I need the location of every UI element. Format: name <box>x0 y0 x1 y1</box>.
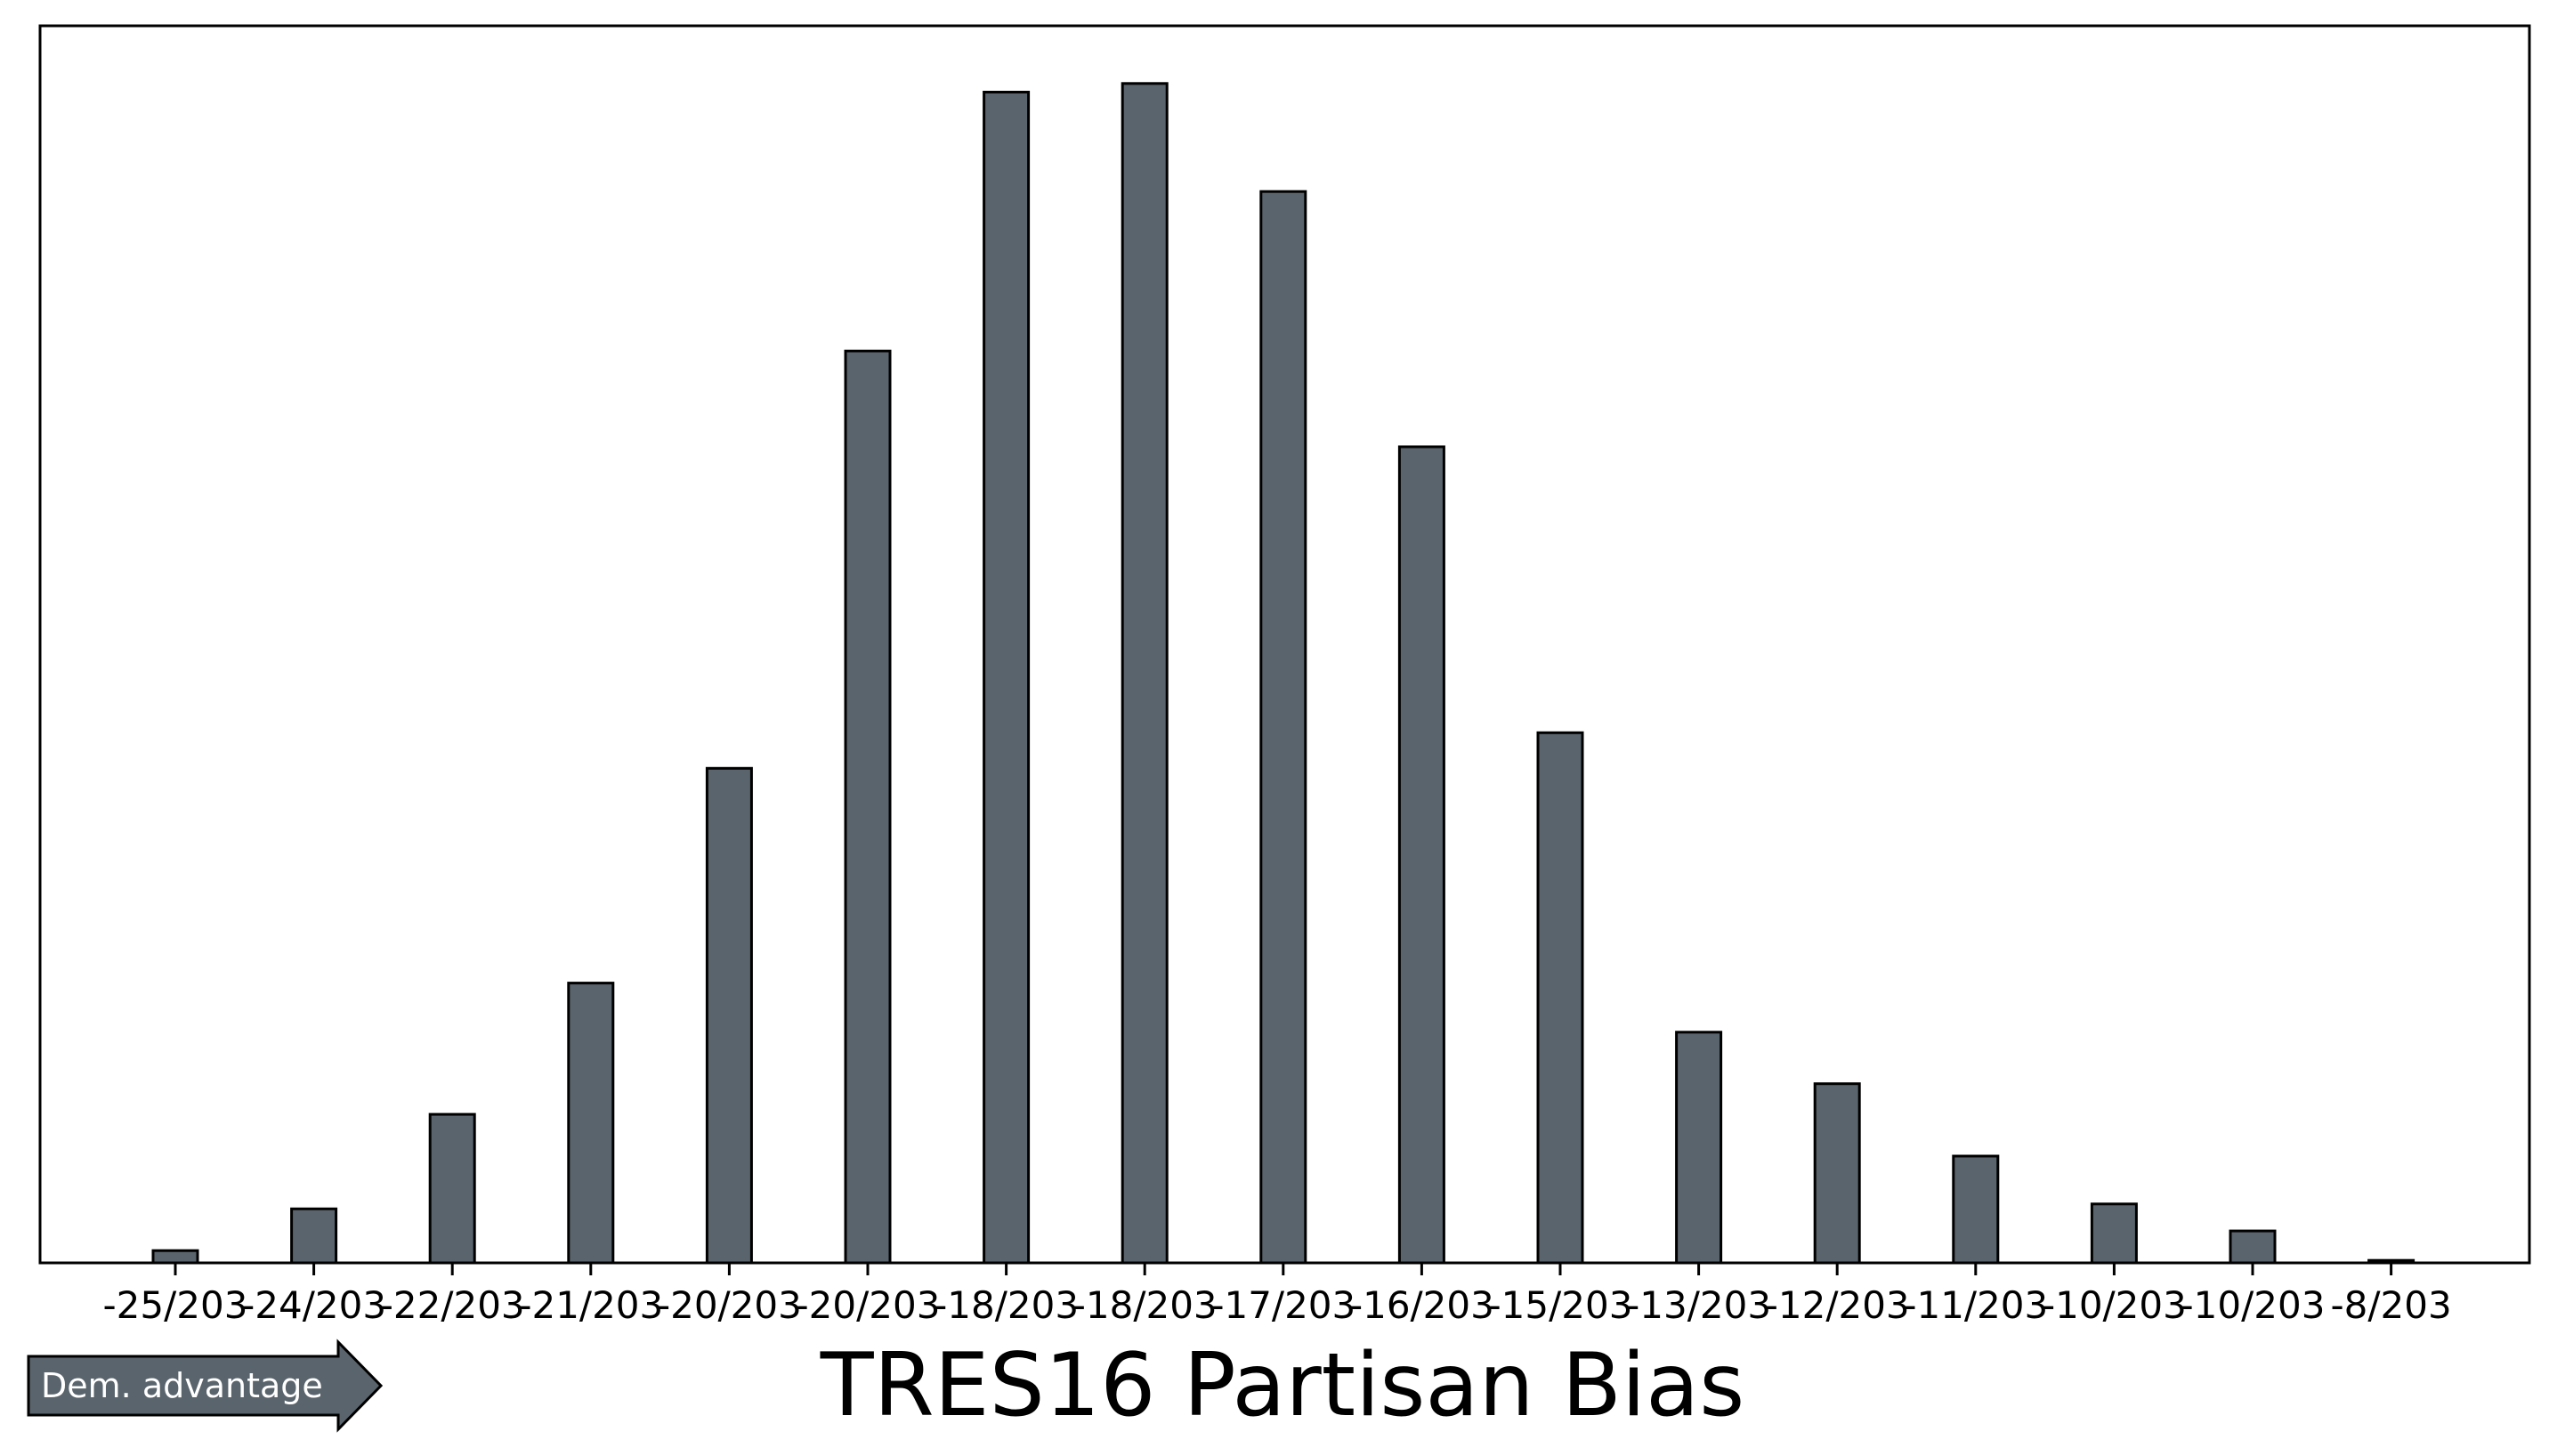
bar <box>983 91 1031 1265</box>
x-ticks: -25/203-24/203-22/203-21/203-20/203-20/2… <box>103 1263 2452 1327</box>
x-tick-label: -20/203 <box>657 1283 802 1327</box>
x-tick-label: -20/203 <box>796 1283 941 1327</box>
bar <box>844 349 892 1265</box>
x-tick-label: -18/203 <box>1072 1283 1218 1327</box>
bar <box>567 982 615 1265</box>
x-tick-label: -10/203 <box>2181 1283 2326 1327</box>
x-axis-label: TRES16 Partisan Bias <box>820 1335 1745 1436</box>
bar <box>428 1112 476 1265</box>
x-tick-label: -8/203 <box>2330 1283 2451 1327</box>
arrow-label: Dem. advantage <box>41 1366 323 1405</box>
x-tick-label: -25/203 <box>103 1283 248 1327</box>
bar <box>151 1249 199 1265</box>
bar <box>1121 82 1169 1265</box>
bar <box>1536 731 1584 1265</box>
bar <box>1397 445 1445 1265</box>
bar <box>1675 1031 1723 1265</box>
bar <box>705 766 753 1265</box>
x-tick-label: -22/203 <box>380 1283 525 1327</box>
x-tick-label: -21/203 <box>518 1283 663 1327</box>
x-tick-label: -17/203 <box>1210 1283 1355 1327</box>
bar <box>2229 1229 2277 1265</box>
arrow-shape <box>27 1339 384 1433</box>
dem-advantage-annotation: Dem. advantage <box>27 1339 384 1433</box>
bar <box>2090 1202 2138 1265</box>
x-tick-label: -12/203 <box>1765 1283 1910 1327</box>
plot-frame <box>38 24 2531 1265</box>
bar <box>1813 1082 1861 1265</box>
x-tick-label: -24/203 <box>241 1283 386 1327</box>
x-tick-label: -15/203 <box>1488 1283 1633 1327</box>
x-tick-label: -18/203 <box>934 1283 1079 1327</box>
bar <box>1259 190 1307 1265</box>
x-tick-label: -10/203 <box>2042 1283 2187 1327</box>
bar <box>290 1207 338 1265</box>
bars <box>151 82 2415 1265</box>
x-tick-label: -16/203 <box>1349 1283 1494 1327</box>
x-tick-label: -13/203 <box>1626 1283 1771 1327</box>
bar <box>1952 1154 2000 1265</box>
x-tick-label: -11/203 <box>1903 1283 2048 1327</box>
